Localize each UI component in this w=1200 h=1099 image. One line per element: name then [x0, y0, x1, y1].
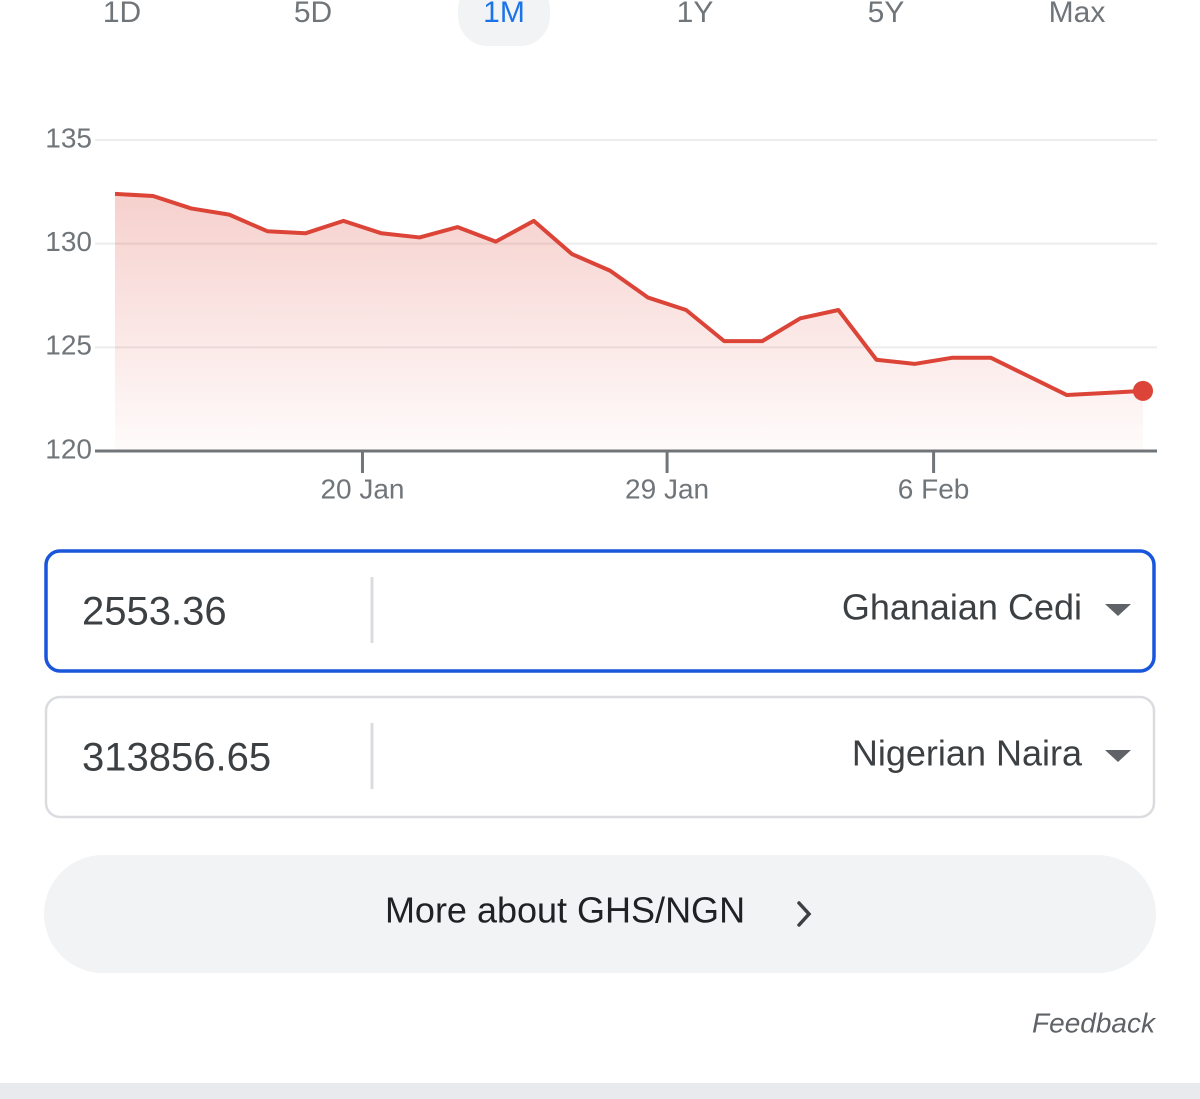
y-tick-label: 130	[45, 226, 92, 257]
line	[114, 191, 1144, 398]
tab[interactable]: 1Y	[677, 0, 714, 29]
feedback-link[interactable]: Feedback	[1032, 1007, 1157, 1038]
area	[115, 193, 1143, 451]
end-dot	[1133, 380, 1153, 401]
tab[interactable]: 1D	[103, 0, 141, 29]
tab-highlight	[458, 0, 550, 46]
range-tabs: 1D 5D 1M 1Y 5Y Max	[103, 0, 1106, 46]
input-box[interactable]	[44, 695, 1156, 819]
dropdown-arrow	[1105, 604, 1131, 616]
x-tick-label: 6 Feb	[898, 473, 970, 504]
tab[interactable]: 5D	[294, 0, 332, 29]
bottom-strip	[0, 1083, 1200, 1099]
more-button-label: More about GHS/NGN	[385, 890, 745, 931]
currency[interactable]: Ghanaian Cedi	[842, 587, 1082, 628]
y-tick-label: 120	[45, 433, 92, 464]
x-tick-label: 29 Jan	[625, 473, 709, 504]
tab[interactable]: 5Y	[868, 0, 905, 29]
tab[interactable]: Max	[1049, 0, 1106, 29]
y-tick-label: 135	[45, 122, 92, 153]
amount[interactable]: 2553.36	[82, 590, 227, 634]
amount[interactable]: 313856.65	[82, 736, 271, 780]
y-tick-label: 125	[45, 330, 92, 361]
more-button[interactable]	[44, 855, 1156, 973]
dropdown-arrow	[1105, 750, 1131, 762]
converter: 2553.36 Ghanaian Cedi 313856.65 Nigerian Na…	[44, 549, 1156, 819]
currency[interactable]: Nigerian Naira	[852, 733, 1083, 774]
input-box[interactable]	[44, 549, 1156, 673]
chart: 120 125 130 135 20 Jan 29 Jan 6 Feb	[45, 122, 1157, 504]
tab[interactable]: 1M	[483, 0, 525, 29]
chevron	[797, 901, 812, 927]
x-tick-label: 20 Jan	[320, 473, 404, 504]
